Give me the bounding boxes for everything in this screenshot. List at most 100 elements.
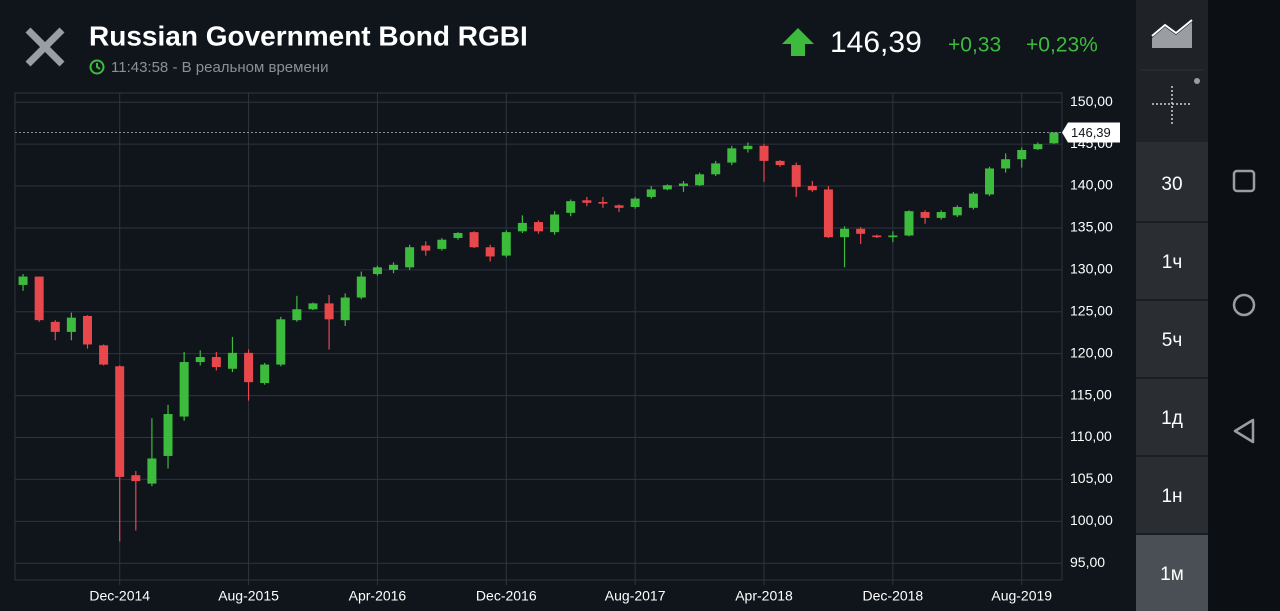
interval-label[interactable]: 5ч [1162,330,1182,351]
candle-body [872,235,882,238]
candle-body [534,222,543,232]
candle-body [195,357,205,363]
crosshair-button[interactable] [1152,78,1200,124]
plot: 95,00 100,00 105,00 110,00 115,00 120,00 125,0… [15,93,1120,604]
candle-body [453,232,463,239]
candle-body [421,245,431,251]
y-tick-label: 95,00 [1070,554,1105,570]
candle-body [50,321,60,332]
y-tick-label: 140,00 [1070,177,1113,193]
y-tick-label: 110,00 [1070,428,1112,444]
candle-body [469,232,479,248]
x-tick-label: Aug-2017 [605,588,666,604]
candle-body [517,222,527,232]
interval-label[interactable]: 1ч [1162,252,1182,273]
candle-body [952,206,962,216]
recents-button[interactable] [1232,169,1256,193]
candle-body [791,165,801,187]
clock-icon [89,59,105,75]
interval-label[interactable]: 30 [1161,174,1182,195]
candle-body [711,163,721,175]
y-tick-label: 100,00 [1070,512,1113,528]
y-tick-label: 150,00 [1070,93,1113,109]
candle-body [18,276,28,285]
candle-body [582,200,592,203]
back-button[interactable] [1233,418,1255,444]
price-tag [1062,122,1120,143]
up-arrow [782,28,814,56]
x-tick-label: Dec-2018 [863,588,924,604]
change: +0,33 [948,34,1001,57]
intervals: 30 1ч 5ч 1д 1н 1м [1136,145,1208,611]
candle-body [99,345,109,365]
candle-body [840,228,850,238]
candle-body [566,201,576,213]
change-percent: +0,23% [1026,34,1098,57]
candle-body [372,267,382,275]
candle-body [405,247,415,268]
title: Russian Government Bond RGBI [89,20,528,51]
candle-body [163,414,173,456]
candle-body [550,214,560,233]
candle-body [1033,144,1043,150]
candle-body [1001,159,1011,169]
candle-body [614,205,624,208]
chart-type-button[interactable] [1151,19,1193,48]
candle-body [356,276,366,298]
candle-body [727,148,737,163]
candle-body [743,145,753,150]
home-button[interactable] [1232,293,1256,317]
candle-body [936,212,946,218]
candle-body [904,211,914,236]
candle-body [920,212,930,218]
candle-body [34,276,44,321]
candle-body [775,160,785,166]
candle-body [678,183,688,187]
candle-body [501,232,511,256]
nav-bar [1208,0,1280,611]
price-tag-label: 146,39 [1071,125,1111,140]
candle-body [82,315,92,345]
y-tick-label: 105,00 [1070,470,1113,486]
interval-label[interactable]: 1н [1161,486,1182,507]
interval-label[interactable]: 1д [1161,408,1183,429]
interval-button[interactable] [1136,145,1208,221]
candle-body [389,264,399,270]
plot-frame [14,92,1063,581]
candle-body [1049,132,1059,144]
candle-body [985,168,995,195]
y-tick-label: 135,00 [1070,219,1113,235]
candle-body [324,303,334,320]
candle-body [244,352,254,383]
x-tick-label: Apr-2016 [349,588,407,604]
interval-label[interactable]: 1м [1160,564,1184,585]
candle-body [211,357,221,368]
candle-body [485,247,495,257]
interval-button[interactable] [1136,457,1208,533]
candle-body [646,189,656,197]
y-tick-label: 120,00 [1070,344,1113,360]
candle-body [856,228,866,234]
candle-body [115,366,125,477]
candle-body [66,317,76,332]
interval-button[interactable] [1136,379,1208,455]
interval-button[interactable] [1136,535,1208,611]
background [0,0,1136,611]
close-button[interactable] [25,27,65,67]
candle-body [662,185,672,190]
interval-button[interactable] [1136,301,1208,377]
candle-body [340,297,350,321]
candle-body [823,189,833,238]
candle-body [147,458,157,484]
candle-body [695,174,705,186]
x-tick-label: Apr-2018 [735,588,793,604]
x-tick-label: Aug-2015 [218,588,279,604]
candle-body [131,475,141,482]
candle-body [759,145,769,161]
candle-body [292,309,302,321]
y-tick-label: 115,00 [1070,386,1112,402]
interval-button[interactable] [1136,223,1208,299]
candle-body [308,303,318,310]
